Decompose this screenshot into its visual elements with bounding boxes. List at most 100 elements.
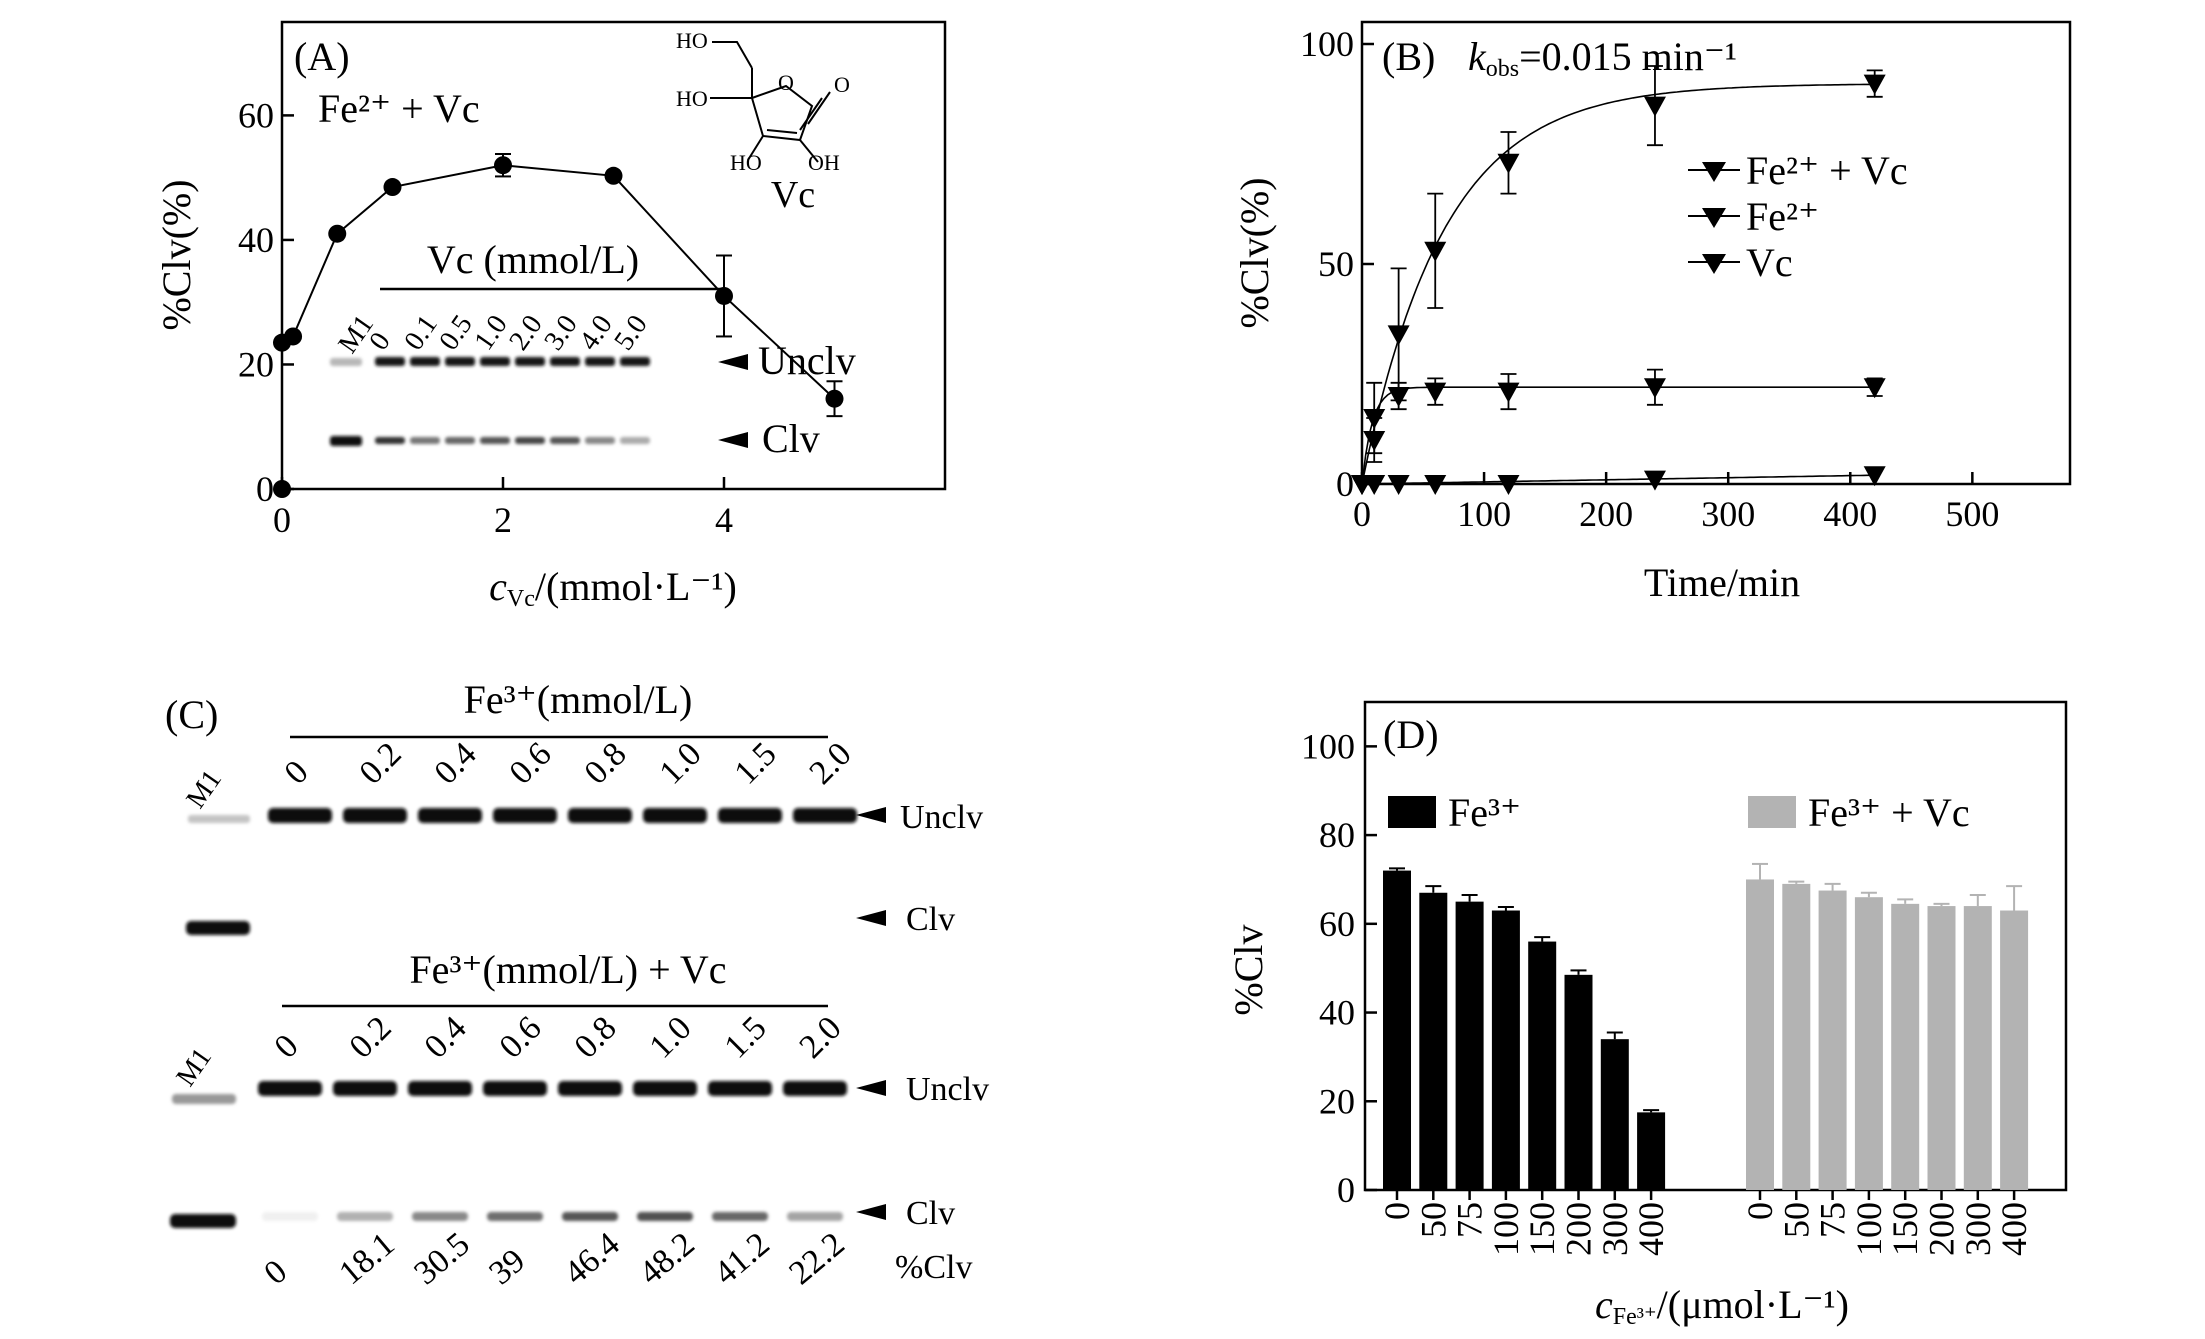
panel-d-ytick-label: 0 (1337, 1170, 1355, 1210)
panel-b-xtick-label: 100 (1457, 494, 1511, 534)
gel-c-top-lane-label: 0.8 (577, 735, 633, 791)
panel-b-label: (B) (1382, 34, 1435, 79)
gel-c-top-unclv-band (268, 808, 332, 823)
gel-c-pct-value: 30.5 (407, 1226, 476, 1293)
panel-b-point (1497, 153, 1520, 174)
gel-a-unclv-band (585, 357, 615, 366)
gel-c-bottom-marker-band (170, 1214, 236, 1228)
gel-c-bottom-lane-label: 0.6 (492, 1009, 548, 1065)
panel-d-label: (D) (1383, 712, 1439, 757)
legend-d-swatch-1 (1748, 796, 1796, 828)
panel-b-point (1497, 475, 1520, 495)
panel-d-bar (1491, 910, 1520, 1190)
panel-b-point (1363, 475, 1386, 495)
gel-c-top-unclv-band (493, 808, 557, 823)
gel-c-bottom-clv: Clv (906, 1195, 955, 1232)
panel-d-ylabel: %Clv (1226, 924, 1271, 1015)
panel-d-bar (1455, 901, 1484, 1190)
panel-d-xtick-label: 100 (1849, 1202, 1889, 1256)
panel-b-point (1863, 74, 1886, 95)
panel-a-frame (280, 20, 947, 491)
panel-d-xtick-label: 75 (1450, 1202, 1490, 1238)
panel-a-xtick-label: 2 (494, 500, 512, 540)
gel-a-clv-band (515, 437, 545, 444)
panel-a-point (825, 389, 844, 408)
panel-a-xlabel: cVc/(mmol·L⁻¹) (489, 564, 737, 612)
panel-b-xtick-label: 300 (1701, 494, 1755, 534)
panel-d-bar (1782, 883, 1811, 1190)
panel-d-bar (1528, 941, 1557, 1190)
panel-b-ylabel: %Clv(%) (1232, 177, 1277, 328)
panel-c: (C) Fe³⁺(mmol/L) Fe³⁺(mmol/L) + Vc M1 M1… (165, 677, 989, 1292)
gel-a-clv-band (410, 437, 440, 444)
panel-b-xtick-label: 200 (1579, 494, 1633, 534)
gel-c-bottom-lane-label: 0.4 (417, 1009, 473, 1065)
panel-a-condition: Fe²⁺ + Vc (318, 86, 480, 131)
gel-c-top-marker: M1 (180, 764, 228, 814)
gel-a-unclv-band (550, 357, 580, 366)
gel-c-bottom-lane-label: 2.0 (792, 1009, 848, 1065)
gel-c-top-marker-band (188, 815, 250, 823)
panel-d-bar (1637, 1112, 1666, 1190)
panel-d-ytick-label: 40 (1319, 993, 1355, 1033)
gel-c-bottom-marker-band (172, 1094, 236, 1104)
gel-c-bottom-unclv-band (633, 1081, 697, 1096)
panel-b-point (1863, 378, 1886, 399)
gel-c-top-lane-label: 0.2 (352, 735, 408, 791)
svg-text:OH: OH (808, 150, 840, 175)
panel-d-xtick-label: 300 (1595, 1202, 1635, 1256)
gel-c-bottom-unclv-band (408, 1081, 472, 1096)
panel-b-ytick-label: 50 (1318, 244, 1354, 284)
gel-c-pct-label: %Clv (895, 1249, 972, 1286)
gel-c-top-marker-band (186, 921, 250, 935)
panel-d-bar (1746, 879, 1774, 1190)
panel-d-xtick-label: 200 (1559, 1202, 1599, 1256)
panel-b-kobs: kobs=0.015 min⁻¹ (1468, 34, 1737, 82)
panel-a-label: (A) (294, 34, 350, 79)
gel-a-clv-band (480, 437, 510, 444)
panel-d-ytick-label: 20 (1319, 1081, 1355, 1121)
panel-b-point (1863, 466, 1886, 487)
gel-a-clv-band (620, 437, 650, 444)
gel-c-bottom-clv-band (712, 1212, 768, 1221)
panel-b-point (1643, 470, 1666, 491)
gel-a-unclv-band (620, 357, 650, 366)
panel-b-legend: Fe²⁺ + Vc Fe²⁺ Vc (1688, 148, 1908, 285)
gel-c-bottom-unclv-band (783, 1081, 847, 1096)
svg-text:O: O (834, 72, 850, 97)
panel-d-xtick-label: 150 (1522, 1202, 1562, 1256)
gel-a-clv-band (375, 437, 405, 444)
panel-a-point (494, 156, 512, 175)
gel-c-top-lane-label: 1.0 (652, 735, 708, 791)
gel-c-top-unclv-band (643, 808, 707, 823)
panel-b-point (1643, 96, 1666, 117)
panel-b-point (1387, 387, 1410, 407)
panel-d-bar (1818, 890, 1847, 1190)
legend-d-1: Fe³⁺ + Vc (1808, 790, 1970, 835)
gel-a-lane-label: 0 (363, 327, 396, 356)
gel-c-bottom-lane-label: 0.2 (342, 1009, 398, 1065)
gel-a-unclv-band (480, 357, 510, 366)
gel-a-unclv-band (375, 357, 405, 366)
gel-a: Vc (mmol/L) M1 0 0.10.51.02.03.04.05.0 Un… (330, 237, 856, 461)
panel-c-bottom-title: Fe³⁺(mmol/L) + Vc (409, 947, 726, 992)
panel-d-ytick-label: 100 (1301, 726, 1355, 766)
gel-c-bottom-clv-band (262, 1212, 318, 1221)
legend-d-swatch-0 (1388, 796, 1436, 828)
gel-c-pct-value: 39 (482, 1242, 532, 1292)
legend-d-0: Fe³⁺ (1448, 790, 1521, 835)
gel-c-top-unclv: Unclv (900, 799, 983, 836)
gel-c-bottom-clv-band (337, 1212, 393, 1221)
panel-c-top-title: Fe³⁺(mmol/L) (464, 677, 693, 722)
panel-a-xtick-label: 4 (715, 500, 733, 540)
gel-c-top-unclv-band (343, 808, 407, 823)
gel-c-bottom-unclv: Unclv (906, 1071, 989, 1108)
panel-a-ytick-label: 60 (238, 95, 274, 135)
gel-c-bottom-unclv-band (333, 1081, 397, 1096)
panel-a-point (273, 480, 291, 498)
svg-text:HO: HO (676, 28, 708, 53)
panel-b-point (1424, 382, 1447, 403)
gel-a-unclv-band (410, 357, 440, 366)
